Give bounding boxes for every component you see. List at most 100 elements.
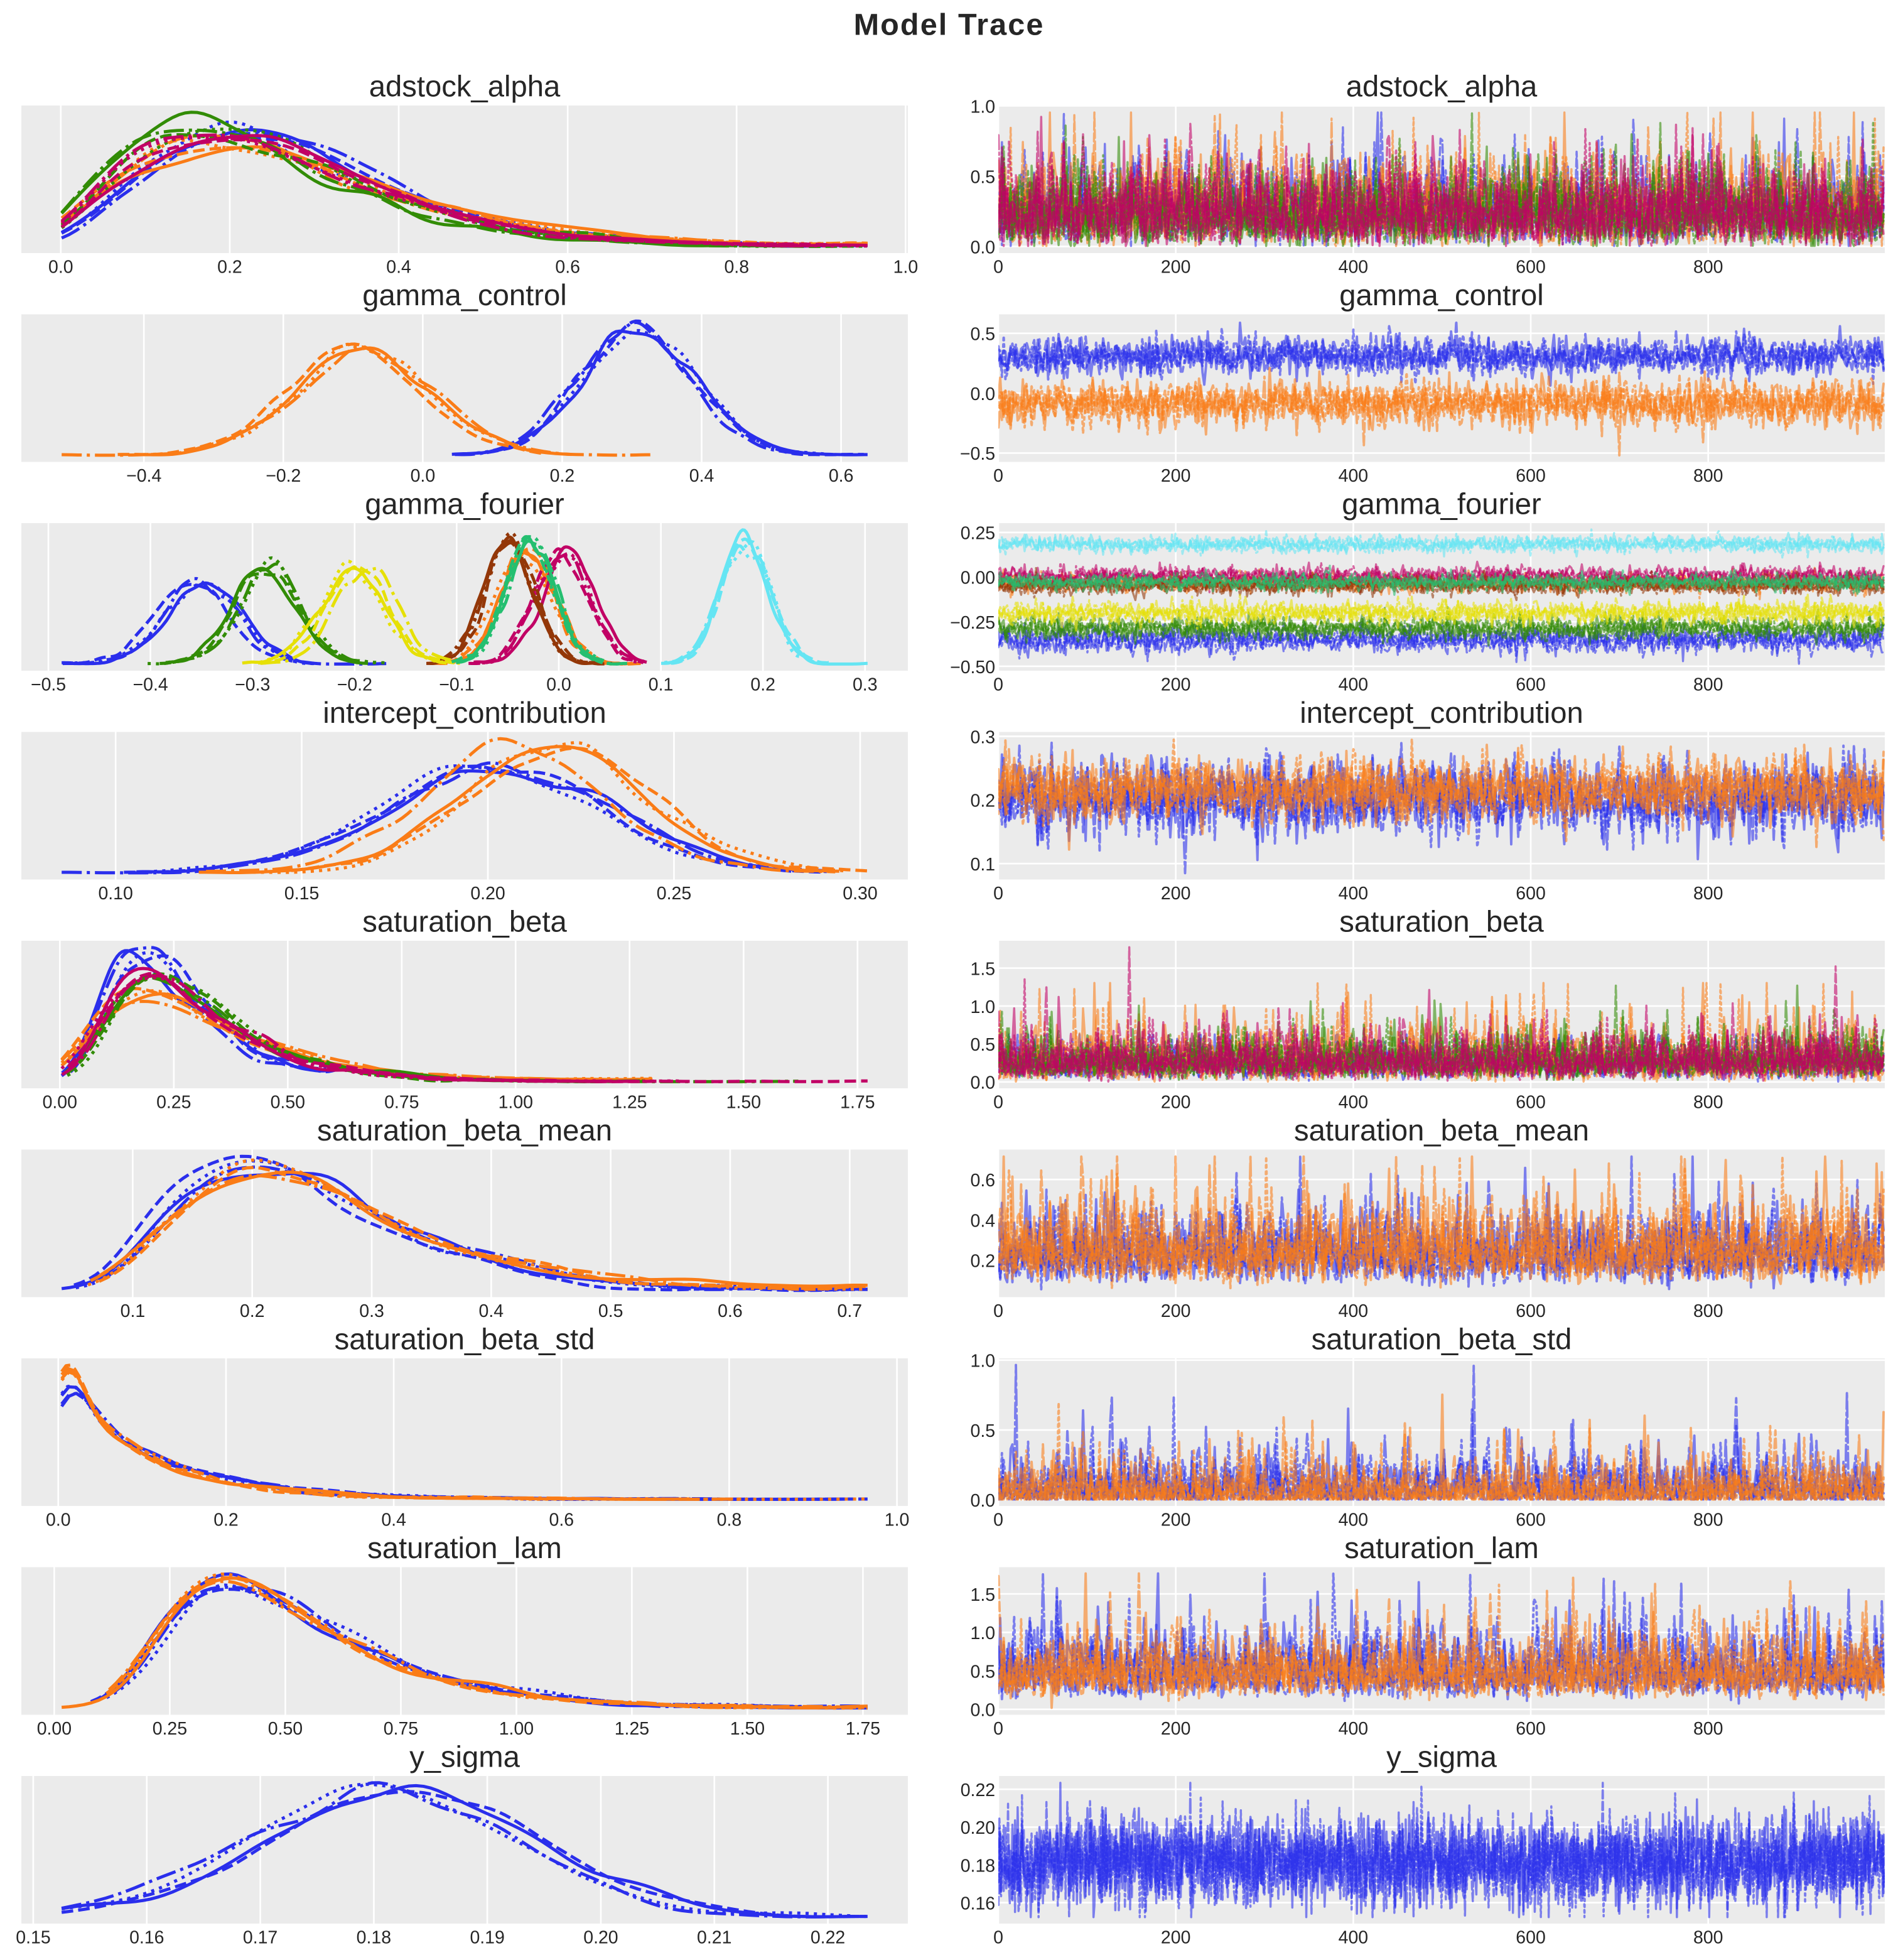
svg-text:y_sigma: y_sigma xyxy=(409,1740,520,1773)
svg-text:saturation_lam: saturation_lam xyxy=(1344,1532,1539,1565)
svg-text:0.2: 0.2 xyxy=(971,1252,996,1272)
svg-text:0.0: 0.0 xyxy=(48,257,73,277)
svg-text:0.15: 0.15 xyxy=(284,884,319,904)
svg-text:600: 600 xyxy=(1516,1301,1545,1321)
svg-text:400: 400 xyxy=(1339,1092,1369,1112)
svg-text:1.50: 1.50 xyxy=(726,1092,761,1112)
svg-text:1.0: 1.0 xyxy=(893,257,919,277)
svg-text:−0.25: −0.25 xyxy=(950,613,995,633)
svg-text:gamma_fourier: gamma_fourier xyxy=(365,487,564,521)
svg-text:0.75: 0.75 xyxy=(384,1092,419,1112)
svg-text:0.50: 0.50 xyxy=(268,1719,303,1739)
svg-text:400: 400 xyxy=(1339,884,1369,904)
svg-text:saturation_beta_mean: saturation_beta_mean xyxy=(1294,1114,1589,1147)
svg-text:0: 0 xyxy=(993,1719,1003,1739)
svg-text:0.2: 0.2 xyxy=(240,1301,265,1321)
svg-text:200: 200 xyxy=(1161,1301,1190,1321)
svg-text:saturation_beta_std: saturation_beta_std xyxy=(1312,1323,1572,1356)
svg-text:0: 0 xyxy=(993,674,1003,695)
svg-text:−0.4: −0.4 xyxy=(126,466,161,486)
svg-text:0.25: 0.25 xyxy=(156,1092,191,1112)
svg-text:0.22: 0.22 xyxy=(961,1780,995,1800)
svg-text:600: 600 xyxy=(1516,884,1545,904)
svg-text:−0.4: −0.4 xyxy=(133,674,168,695)
svg-text:800: 800 xyxy=(1693,674,1723,695)
svg-text:0.16: 0.16 xyxy=(129,1927,164,1947)
svg-text:0.22: 0.22 xyxy=(811,1927,845,1947)
svg-text:200: 200 xyxy=(1161,1719,1190,1739)
svg-text:0.25: 0.25 xyxy=(153,1719,187,1739)
svg-text:0.10: 0.10 xyxy=(98,884,132,904)
svg-text:gamma_fourier: gamma_fourier xyxy=(1342,487,1541,521)
svg-text:0.00: 0.00 xyxy=(43,1092,77,1112)
svg-text:800: 800 xyxy=(1693,257,1723,277)
svg-text:0.00: 0.00 xyxy=(961,568,995,588)
svg-text:0.3: 0.3 xyxy=(971,727,996,747)
svg-text:400: 400 xyxy=(1339,1510,1369,1530)
svg-text:−0.5: −0.5 xyxy=(31,674,66,695)
svg-text:0.0: 0.0 xyxy=(971,1701,996,1721)
svg-text:0.0: 0.0 xyxy=(546,674,571,695)
svg-text:1.0: 1.0 xyxy=(971,1623,996,1643)
svg-text:y_sigma: y_sigma xyxy=(1386,1740,1497,1773)
svg-text:200: 200 xyxy=(1161,674,1190,695)
svg-text:600: 600 xyxy=(1516,257,1545,277)
svg-text:200: 200 xyxy=(1161,1092,1190,1112)
svg-text:0.5: 0.5 xyxy=(971,1035,996,1055)
svg-text:0.2: 0.2 xyxy=(750,674,775,695)
svg-text:0.4: 0.4 xyxy=(971,1211,996,1231)
svg-text:0.0: 0.0 xyxy=(971,1491,996,1511)
svg-text:0.0: 0.0 xyxy=(971,237,996,257)
svg-text:0.6: 0.6 xyxy=(971,1171,996,1191)
svg-text:0.2: 0.2 xyxy=(550,466,575,486)
svg-text:400: 400 xyxy=(1339,466,1369,486)
svg-text:400: 400 xyxy=(1339,257,1369,277)
svg-text:0.15: 0.15 xyxy=(16,1927,50,1947)
svg-text:400: 400 xyxy=(1339,1719,1369,1739)
svg-text:0.20: 0.20 xyxy=(961,1818,995,1838)
svg-text:0.0: 0.0 xyxy=(971,1073,996,1093)
svg-text:0.0: 0.0 xyxy=(971,384,996,404)
svg-text:0.6: 0.6 xyxy=(718,1301,743,1321)
svg-text:200: 200 xyxy=(1161,1927,1190,1947)
svg-text:1.5: 1.5 xyxy=(971,959,996,979)
svg-text:200: 200 xyxy=(1161,466,1190,486)
svg-text:800: 800 xyxy=(1693,1719,1723,1739)
svg-text:0.50: 0.50 xyxy=(271,1092,305,1112)
svg-text:0.5: 0.5 xyxy=(971,1662,996,1682)
svg-text:0.6: 0.6 xyxy=(829,466,854,486)
svg-text:0: 0 xyxy=(993,257,1003,277)
svg-text:0.1: 0.1 xyxy=(971,855,996,875)
svg-text:0.3: 0.3 xyxy=(359,1301,384,1321)
svg-text:0: 0 xyxy=(993,1092,1003,1112)
svg-text:1.0: 1.0 xyxy=(971,1351,996,1372)
svg-text:800: 800 xyxy=(1693,466,1723,486)
svg-text:0.18: 0.18 xyxy=(961,1856,995,1876)
svg-text:0.2: 0.2 xyxy=(213,1510,239,1530)
svg-text:0.8: 0.8 xyxy=(724,257,749,277)
svg-text:1.00: 1.00 xyxy=(499,1719,534,1739)
svg-text:0.19: 0.19 xyxy=(470,1927,504,1947)
svg-text:0.5: 0.5 xyxy=(598,1301,623,1321)
svg-text:800: 800 xyxy=(1693,1092,1723,1112)
svg-text:0.5: 0.5 xyxy=(971,325,996,345)
svg-text:0.25: 0.25 xyxy=(657,884,691,904)
svg-text:200: 200 xyxy=(1161,1510,1190,1530)
svg-text:0.20: 0.20 xyxy=(470,884,505,904)
svg-text:0.8: 0.8 xyxy=(717,1510,742,1530)
svg-text:600: 600 xyxy=(1516,1719,1545,1739)
svg-text:0.7: 0.7 xyxy=(837,1301,862,1321)
svg-text:0: 0 xyxy=(993,466,1003,486)
svg-text:0: 0 xyxy=(993,1510,1003,1530)
svg-text:1.50: 1.50 xyxy=(730,1719,765,1739)
svg-text:1.00: 1.00 xyxy=(499,1092,533,1112)
svg-text:1.0: 1.0 xyxy=(971,997,996,1017)
svg-text:0.0: 0.0 xyxy=(46,1510,71,1530)
svg-text:0.4: 0.4 xyxy=(479,1301,504,1321)
svg-text:saturation_lam: saturation_lam xyxy=(367,1532,562,1565)
svg-text:800: 800 xyxy=(1693,1510,1723,1530)
svg-text:saturation_beta: saturation_beta xyxy=(362,905,567,938)
svg-text:800: 800 xyxy=(1693,884,1723,904)
svg-text:0.4: 0.4 xyxy=(381,1510,406,1530)
svg-text:intercept_contribution: intercept_contribution xyxy=(323,696,606,730)
